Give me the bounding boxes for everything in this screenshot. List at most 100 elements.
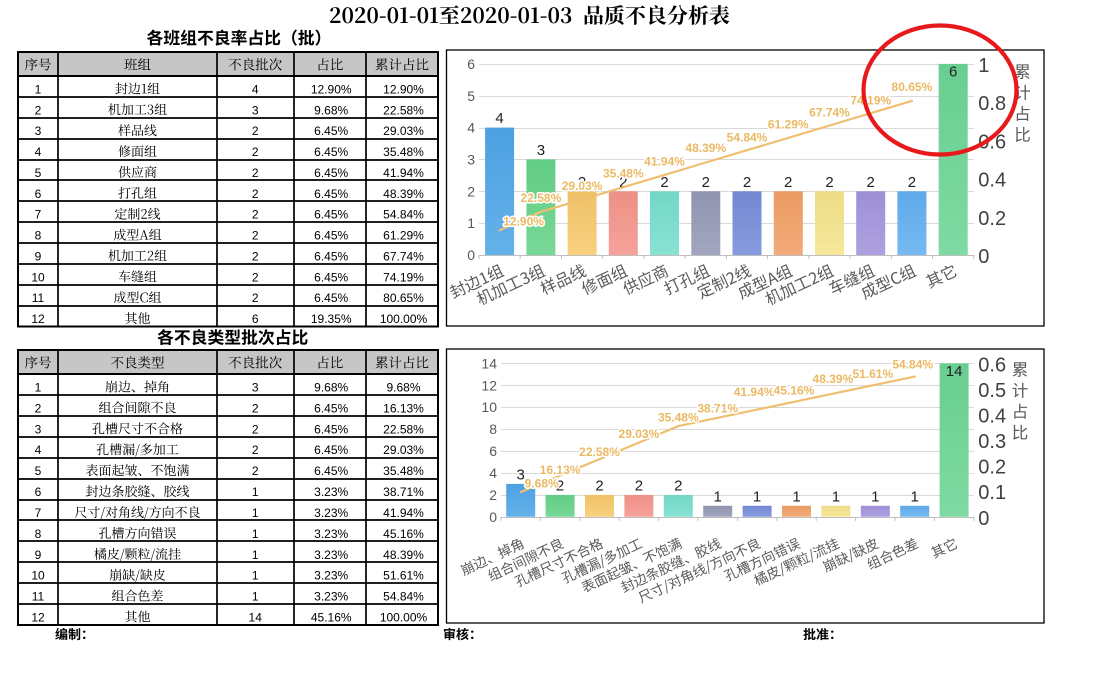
svg-text:41.94%: 41.94% [644, 154, 685, 168]
svg-text:1: 1 [35, 381, 42, 395]
svg-text:8: 8 [35, 527, 42, 541]
svg-text:48.39%: 48.39% [383, 548, 424, 562]
svg-text:10: 10 [481, 399, 497, 415]
svg-text:2: 2 [35, 103, 42, 117]
svg-text:74.19%: 74.19% [383, 270, 424, 284]
svg-text:2: 2 [702, 174, 710, 191]
svg-text:14: 14 [249, 611, 263, 625]
svg-text:3.23%: 3.23% [314, 485, 348, 499]
svg-text:3.23%: 3.23% [314, 590, 348, 604]
svg-text:2: 2 [252, 270, 259, 284]
svg-text:3.23%: 3.23% [314, 527, 348, 541]
svg-text:5: 5 [467, 88, 475, 104]
svg-text:3.23%: 3.23% [314, 506, 348, 520]
svg-text:29.03%: 29.03% [619, 427, 660, 441]
svg-text:6.45%: 6.45% [314, 124, 348, 138]
svg-text:48.39%: 48.39% [813, 372, 854, 386]
svg-text:80.65%: 80.65% [892, 80, 933, 94]
svg-text:1: 1 [252, 548, 259, 562]
svg-text:6.45%: 6.45% [314, 166, 348, 180]
svg-text:41.94%: 41.94% [383, 166, 424, 180]
svg-text:12.90%: 12.90% [503, 215, 544, 229]
svg-text:1: 1 [467, 215, 475, 231]
svg-text:12: 12 [31, 611, 45, 625]
svg-text:4: 4 [489, 465, 497, 481]
svg-text:2: 2 [619, 174, 627, 191]
svg-text:2: 2 [660, 174, 668, 191]
svg-text:0.4: 0.4 [978, 406, 1006, 428]
svg-text:22.58%: 22.58% [579, 445, 620, 459]
svg-text:74.19%: 74.19% [850, 94, 891, 108]
svg-text:35.48%: 35.48% [383, 145, 424, 159]
svg-text:35.48%: 35.48% [383, 464, 424, 478]
svg-text:9.68%: 9.68% [386, 381, 420, 395]
svg-text:2: 2 [252, 166, 259, 180]
svg-text:67.74%: 67.74% [383, 249, 424, 263]
svg-text:41.94%: 41.94% [734, 385, 775, 399]
svg-text:2: 2 [908, 174, 916, 191]
svg-text:2: 2 [252, 208, 259, 222]
svg-text:8: 8 [489, 421, 497, 437]
svg-text:1: 1 [252, 569, 259, 583]
svg-text:1: 1 [252, 527, 259, 541]
svg-text:48.39%: 48.39% [685, 141, 726, 155]
svg-text:11: 11 [32, 291, 45, 305]
svg-text:5: 5 [35, 166, 42, 180]
svg-text:38.71%: 38.71% [383, 485, 424, 499]
svg-text:6: 6 [467, 56, 475, 72]
svg-text:0.5: 0.5 [978, 380, 1006, 402]
svg-text:48.39%: 48.39% [383, 187, 424, 201]
svg-text:6: 6 [252, 312, 259, 326]
svg-text:7: 7 [35, 208, 42, 222]
svg-text:12: 12 [31, 312, 45, 326]
svg-text:0.2: 0.2 [978, 208, 1006, 230]
svg-text:6.45%: 6.45% [314, 249, 348, 263]
svg-text:3: 3 [252, 381, 259, 395]
svg-text:3: 3 [537, 142, 545, 159]
svg-text:2: 2 [674, 477, 682, 494]
svg-text:45.16%: 45.16% [311, 611, 352, 625]
svg-text:3: 3 [467, 151, 475, 167]
svg-text:35.48%: 35.48% [603, 167, 644, 181]
svg-text:2: 2 [252, 291, 259, 305]
svg-text:1: 1 [832, 488, 840, 505]
svg-text:1: 1 [252, 485, 259, 499]
svg-text:2: 2 [825, 174, 833, 191]
svg-text:7: 7 [35, 506, 42, 520]
svg-text:1: 1 [792, 488, 800, 505]
svg-text:2: 2 [35, 401, 42, 415]
svg-text:1: 1 [35, 82, 42, 96]
svg-text:1: 1 [978, 55, 989, 77]
svg-text:6.45%: 6.45% [314, 208, 348, 222]
svg-text:1: 1 [252, 590, 259, 604]
svg-text:6.45%: 6.45% [314, 187, 348, 201]
svg-text:3: 3 [252, 103, 259, 117]
svg-text:9: 9 [35, 249, 42, 263]
svg-text:22.58%: 22.58% [383, 422, 424, 436]
svg-text:54.84%: 54.84% [727, 130, 768, 144]
svg-text:14: 14 [481, 355, 497, 371]
svg-text:29.03%: 29.03% [383, 124, 424, 138]
svg-text:0: 0 [489, 509, 497, 525]
svg-text:5: 5 [35, 464, 42, 478]
svg-text:6.45%: 6.45% [314, 291, 348, 305]
svg-text:1: 1 [252, 506, 259, 520]
svg-text:3: 3 [35, 422, 42, 436]
svg-text:80.65%: 80.65% [383, 291, 424, 305]
svg-text:16.13%: 16.13% [540, 463, 581, 477]
svg-text:9.68%: 9.68% [314, 103, 348, 117]
svg-text:6.45%: 6.45% [314, 464, 348, 478]
svg-text:2: 2 [867, 174, 875, 191]
svg-text:2: 2 [252, 401, 259, 415]
svg-text:0: 0 [467, 247, 475, 263]
svg-text:6.45%: 6.45% [314, 443, 348, 457]
svg-text:0.8: 0.8 [978, 93, 1006, 115]
svg-text:2: 2 [252, 443, 259, 457]
svg-text:54.84%: 54.84% [383, 590, 424, 604]
svg-text:2: 2 [252, 249, 259, 263]
svg-text:10: 10 [31, 569, 45, 583]
svg-text:2: 2 [252, 422, 259, 436]
svg-text:29.03%: 29.03% [562, 179, 603, 193]
svg-text:4: 4 [467, 120, 475, 136]
svg-text:2: 2 [595, 477, 603, 494]
